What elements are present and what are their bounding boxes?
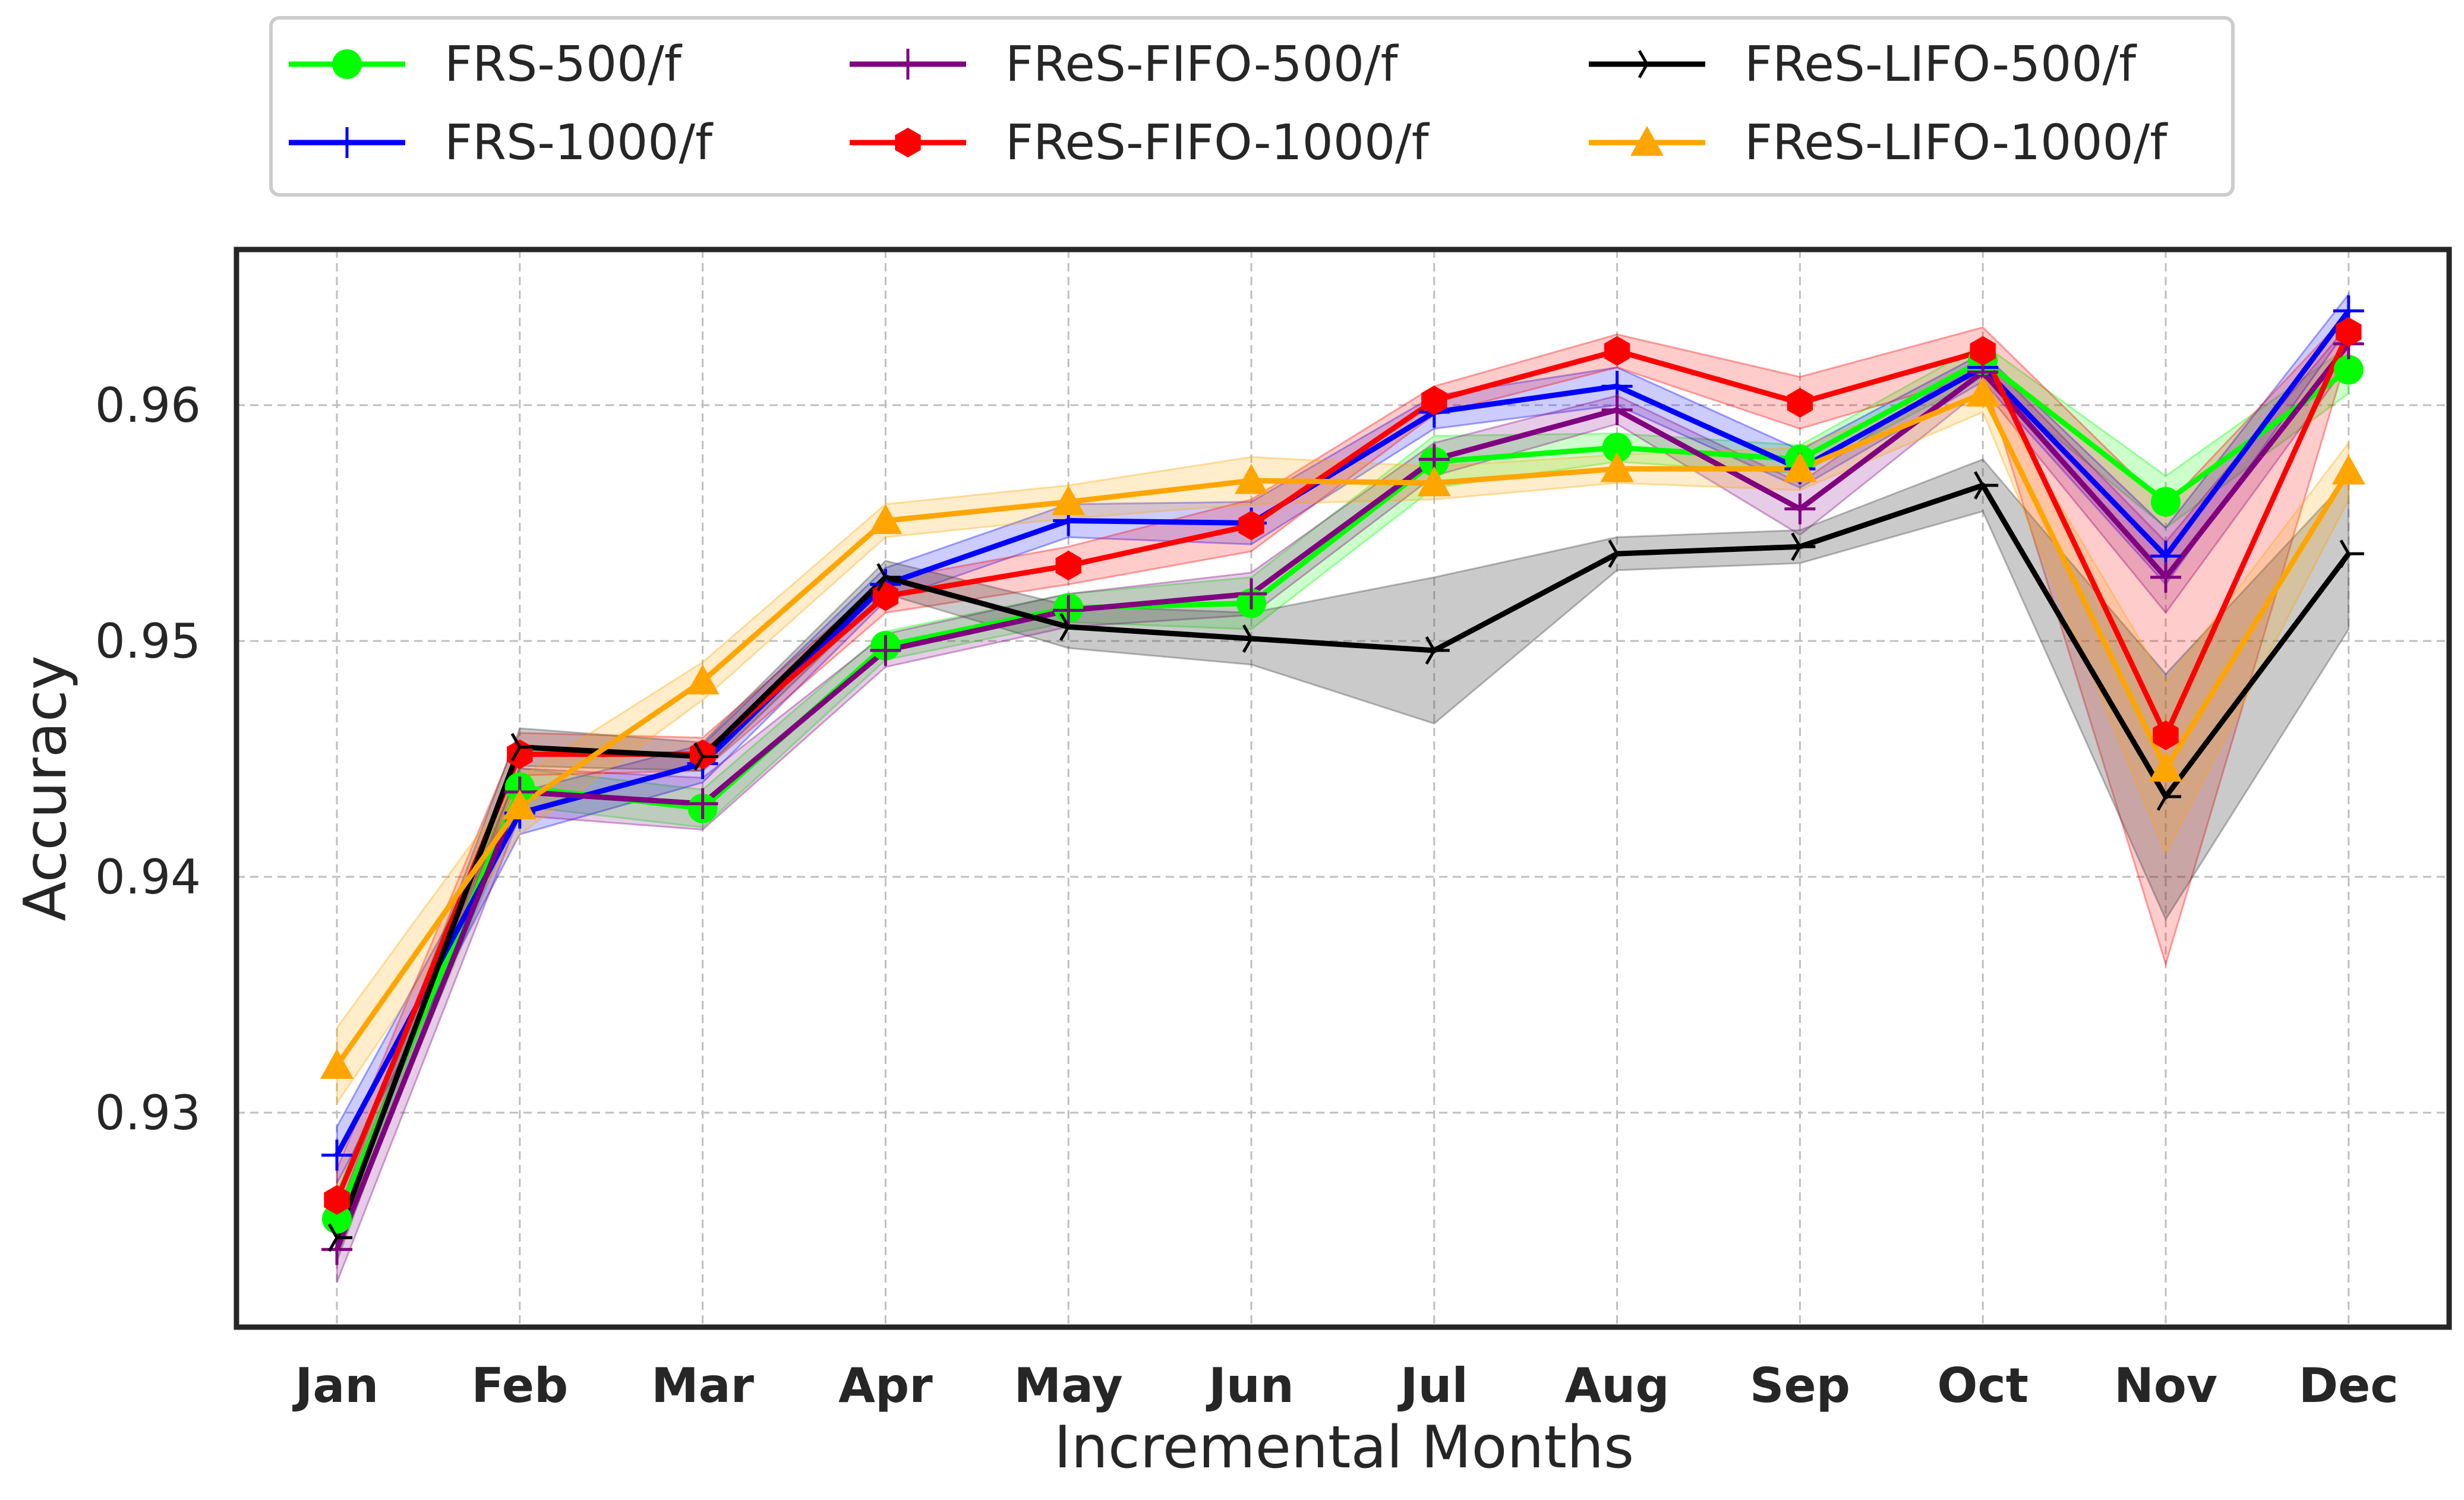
data-point [1608,539,1633,568]
legend-marker [895,128,921,157]
data-point [869,504,903,534]
legend-marker [892,49,923,80]
data-point [1059,612,1084,642]
data-point [1421,386,1447,416]
data-point [1238,510,1264,541]
series-line [334,358,2351,1220]
legend-box [269,16,2235,197]
data-point [686,664,720,694]
data-point [320,1049,354,1079]
data-point [870,634,901,666]
x-tick-label: Sep [1750,1358,1850,1413]
data-point [1783,452,1817,482]
data-point [510,732,535,762]
x-axis-label: Incremental Months [1054,1414,1634,1482]
data-point [324,1185,350,1215]
data-point [876,563,901,592]
data-point [1052,485,1086,516]
data-point [321,1139,352,1171]
x-tick-label: Feb [471,1358,568,1413]
data-point [1791,532,1816,561]
data-point [1966,377,2000,407]
data-point [2333,355,2364,385]
data-point [1236,578,1267,610]
series-line [334,482,2351,1239]
data-point [1970,336,1996,366]
data-point [1600,452,1634,482]
data-point [503,789,537,820]
x-tick-label: Nov [2114,1358,2217,1413]
data-point [1053,595,1084,626]
y-tick-label: 0.95 [95,614,201,669]
series-line [335,309,2351,1157]
series-lines [334,309,2351,1250]
data-point [1601,394,1633,425]
y-tick-label: 0.93 [95,1085,201,1141]
data-point [1787,388,1813,418]
x-tick-label: May [1014,1358,1123,1413]
series-line [334,342,2351,1250]
y-tick-label: 0.94 [95,850,201,905]
x-tick-label: Aug [1565,1358,1670,1413]
y-axis-label: Accuracy [12,655,80,921]
data-point [2336,317,2362,347]
legend-label: FRS-500/f [444,36,683,93]
y-axis-ticks: 0.93 0.94 0.95 0.96 [95,378,201,1141]
data-point [1417,466,1451,497]
plot-frame [234,247,2452,1330]
y-tick-label: 0.96 [95,378,201,433]
legend-label: FReS-LIFO-500/f [1744,36,2137,93]
legend-marker [332,49,362,79]
x-tick-label: Jun [1206,1358,1294,1413]
legend-marker [1638,50,1662,78]
legend-marker [1630,126,1664,156]
data-point [2153,720,2179,750]
data-point [1055,551,1081,580]
x-tick-label: Jul [1397,1358,1468,1413]
data-point [1425,636,1450,665]
x-tick-label: Apr [838,1358,933,1413]
x-tick-label: Mar [651,1358,755,1413]
data-point [693,742,718,771]
legend-marker [332,127,362,158]
data-point [687,788,718,819]
data-point [1974,471,1999,500]
data-point [2149,751,2182,782]
data-point [1242,624,1267,653]
data-point [1235,464,1268,494]
legend: FRS-500/f FRS-1000/f FReS-FIFO-500/f FReS-F… [269,16,2235,197]
legend-label: FRS-1000/f [444,115,714,171]
legend-label: FReS-LIFO-1000/f [1744,115,2168,171]
x-tick-label: Oct [1937,1358,2028,1413]
data-point [1604,336,1630,366]
x-tick-label: Dec [2299,1358,2399,1413]
data-point [2332,454,2365,485]
data-point [2150,561,2181,593]
data-point [1602,432,1632,463]
data-point [327,1223,352,1252]
series-line [335,390,2351,1068]
x-axis-ticks: Jan Feb Mar Apr May Jun Jul Aug Sep Oct Nov Dec [292,1358,2399,1413]
data-point [2339,539,2364,568]
x-tick-label: Jan [292,1358,379,1413]
data-point [2156,782,2181,811]
data-point [1784,493,1816,525]
legend-label: FReS-FIFO-1000/f [1005,115,1430,171]
series-markers [320,295,2365,1265]
legend-label: FReS-FIFO-500/f [1005,36,1399,93]
data-point [2151,487,2181,517]
